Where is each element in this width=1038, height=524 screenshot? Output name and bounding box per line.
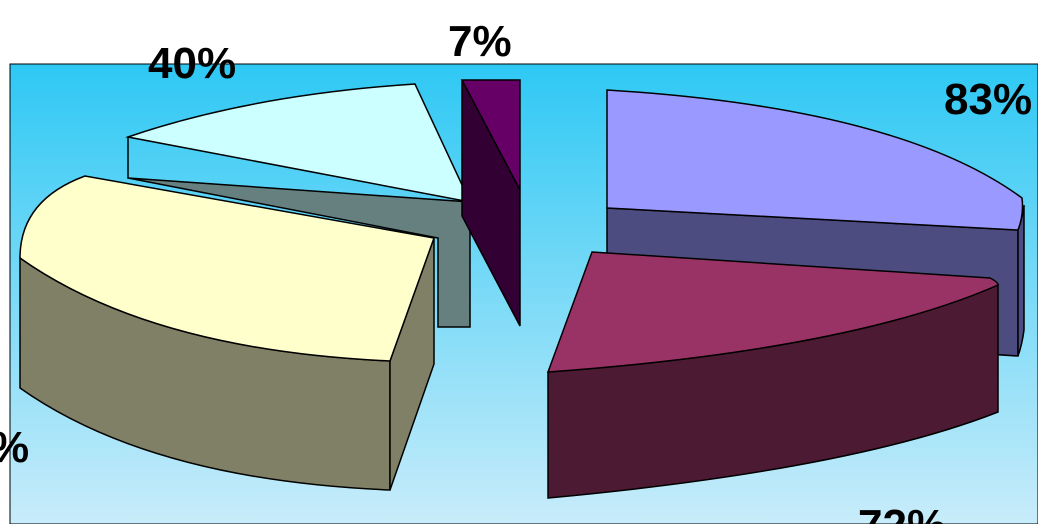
slice-40 [125,83,472,328]
data-label-cream: % [0,423,29,472]
slice-7 [460,79,521,327]
slice-cream [19,175,436,491]
slice-83-top [606,89,1024,231]
data-label-40: 40% [148,39,236,88]
data-label-7: 7% [448,17,512,66]
slice-72-top [546,251,999,373]
slice-40-top [125,83,472,204]
data-label-72: 72% [858,501,946,524]
slice-72 [546,251,999,499]
data-label-83: 83% [944,75,1032,124]
slice-7-top [460,79,521,191]
slice-40-side [127,137,471,328]
slice-cream-top [19,175,436,362]
